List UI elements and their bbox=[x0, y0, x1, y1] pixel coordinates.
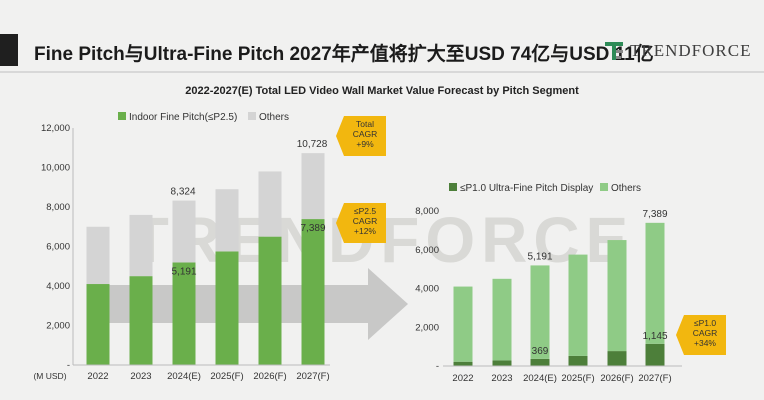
left-y-tick-label: 4,000 bbox=[46, 281, 70, 292]
left-legend-label-others: Others bbox=[259, 112, 289, 123]
right-y-tick-label: 6,000 bbox=[415, 245, 439, 256]
right-data-label-total: 5,191 bbox=[527, 251, 552, 262]
right-bar-others bbox=[492, 278, 512, 361]
right-bar-ultra-fine bbox=[645, 343, 665, 366]
left-callout-fine-pitch-cagr-line: CAGR bbox=[353, 216, 378, 226]
trendforce-logo-icon bbox=[605, 42, 623, 60]
left-x-tick-label: 2026(F) bbox=[253, 371, 286, 382]
left-bar-fine-pitch bbox=[215, 251, 239, 365]
left-callout-fine-pitch-cagr-line: +12% bbox=[354, 226, 376, 236]
left-y-tick-label: 8,000 bbox=[46, 202, 70, 213]
header-divider bbox=[0, 71, 764, 73]
left-bar-others bbox=[301, 153, 325, 220]
left-x-tick-label: 2023 bbox=[130, 371, 151, 382]
right-legend-label-ultra-fine: ≤P1.0 Ultra-Fine Pitch Display bbox=[460, 183, 593, 194]
left-y-tick-label: 6,000 bbox=[46, 242, 70, 253]
left-bar-fine-pitch bbox=[129, 276, 153, 365]
right-bar-ultra-fine bbox=[607, 351, 627, 366]
right-bar-others bbox=[645, 222, 665, 344]
right-x-tick-label: 2026(F) bbox=[600, 373, 633, 384]
right-x-tick-label: 2022 bbox=[452, 373, 473, 384]
left-y-tick-label: 2,000 bbox=[46, 321, 70, 332]
left-x-tick-label: 2025(F) bbox=[210, 371, 243, 382]
left-y-tick-label: 10,000 bbox=[41, 163, 70, 174]
right-bar-others bbox=[453, 286, 473, 362]
right-bar-ultra-fine bbox=[492, 360, 512, 366]
left-bar-fine-pitch bbox=[301, 219, 325, 365]
right-x-tick-label: 2025(F) bbox=[561, 373, 594, 384]
left-legend-label-fine-pitch: Indoor Fine Pitch(≤P2.5) bbox=[129, 112, 237, 123]
left-bar-others bbox=[215, 189, 239, 252]
page-title: Fine Pitch与Ultra-Fine Pitch 2027年产值将扩大至U… bbox=[34, 44, 654, 65]
brand-name: TRENDFORCE bbox=[630, 41, 752, 60]
left-unit-label: (M USD) bbox=[33, 371, 66, 381]
right-legend-swatch-others bbox=[600, 183, 608, 191]
right-callout-ultra-fine-cagr-line: +34% bbox=[694, 338, 716, 348]
right-bar-ultra-fine bbox=[530, 358, 550, 366]
left-bar-others bbox=[258, 171, 282, 237]
right-callout-ultra-fine-cagr-shape bbox=[676, 315, 726, 355]
left-x-tick-label: 2024(E) bbox=[167, 371, 201, 382]
left-callout-total-cagr-line: CAGR bbox=[353, 129, 378, 139]
right-legend-label-others: Others bbox=[611, 183, 641, 194]
left-bar-fine-pitch bbox=[258, 236, 282, 365]
left-legend-swatch-fine-pitch bbox=[118, 112, 126, 120]
right-x-tick-label: 2024(E) bbox=[523, 373, 557, 384]
left-callout-total-cagr-line: Total bbox=[356, 119, 374, 129]
right-legend-swatch-ultra-fine bbox=[449, 183, 457, 191]
left-x-tick-label: 2022 bbox=[87, 371, 108, 382]
right-y-tick-label: - bbox=[436, 361, 439, 372]
chart-title: 2022-2027(E) Total LED Video Wall Market… bbox=[185, 85, 579, 97]
right-y-tick-label: 2,000 bbox=[415, 322, 439, 333]
left-bar-others bbox=[172, 200, 196, 263]
right-y-tick-label: 8,000 bbox=[415, 206, 439, 217]
left-legend-swatch-others bbox=[248, 112, 256, 120]
left-bar-fine-pitch bbox=[86, 284, 110, 365]
right-x-tick-label: 2023 bbox=[491, 373, 512, 384]
left-y-tick-label: 12,000 bbox=[41, 123, 70, 134]
left-callout-total-cagr-shape bbox=[336, 116, 386, 156]
right-bar-ultra-fine bbox=[453, 361, 473, 366]
right-data-label-ultra-fine: 369 bbox=[532, 346, 549, 357]
header-accent-bar bbox=[0, 34, 18, 66]
left-callout-total-cagr-line: +9% bbox=[356, 139, 374, 149]
right-x-tick-label: 2027(F) bbox=[638, 373, 671, 384]
brand-logo: TRENDFORCE bbox=[604, 40, 751, 62]
right-bar-ultra-fine bbox=[568, 355, 588, 366]
right-data-label-ultra-fine: 1,145 bbox=[642, 331, 667, 342]
right-callout-ultra-fine-cagr-line: CAGR bbox=[693, 328, 718, 338]
left-data-label-total: 8,324 bbox=[170, 187, 195, 198]
right-data-label-total: 7,389 bbox=[642, 209, 667, 220]
left-bar-fine-pitch bbox=[172, 262, 196, 365]
right-y-tick-label: 4,000 bbox=[415, 284, 439, 295]
right-callout-ultra-fine-cagr-line: ≤P1.0 bbox=[694, 318, 716, 328]
left-y-tick-label: - bbox=[67, 360, 70, 371]
left-bar-others bbox=[86, 226, 110, 285]
left-data-label-fine-pitch: 7,389 bbox=[300, 223, 325, 234]
left-bar-others bbox=[129, 214, 153, 277]
right-bar-others bbox=[607, 240, 627, 352]
left-data-label-fine-pitch: 5,191 bbox=[171, 266, 196, 277]
right-bar-others bbox=[568, 254, 588, 356]
left-x-tick-label: 2027(F) bbox=[296, 371, 329, 382]
right-bar-others bbox=[530, 265, 550, 359]
left-callout-fine-pitch-cagr-line: ≤P2.5 bbox=[354, 206, 376, 216]
left-data-label-total: 10,728 bbox=[297, 139, 328, 150]
left-callout-fine-pitch-cagr-shape bbox=[336, 203, 386, 243]
